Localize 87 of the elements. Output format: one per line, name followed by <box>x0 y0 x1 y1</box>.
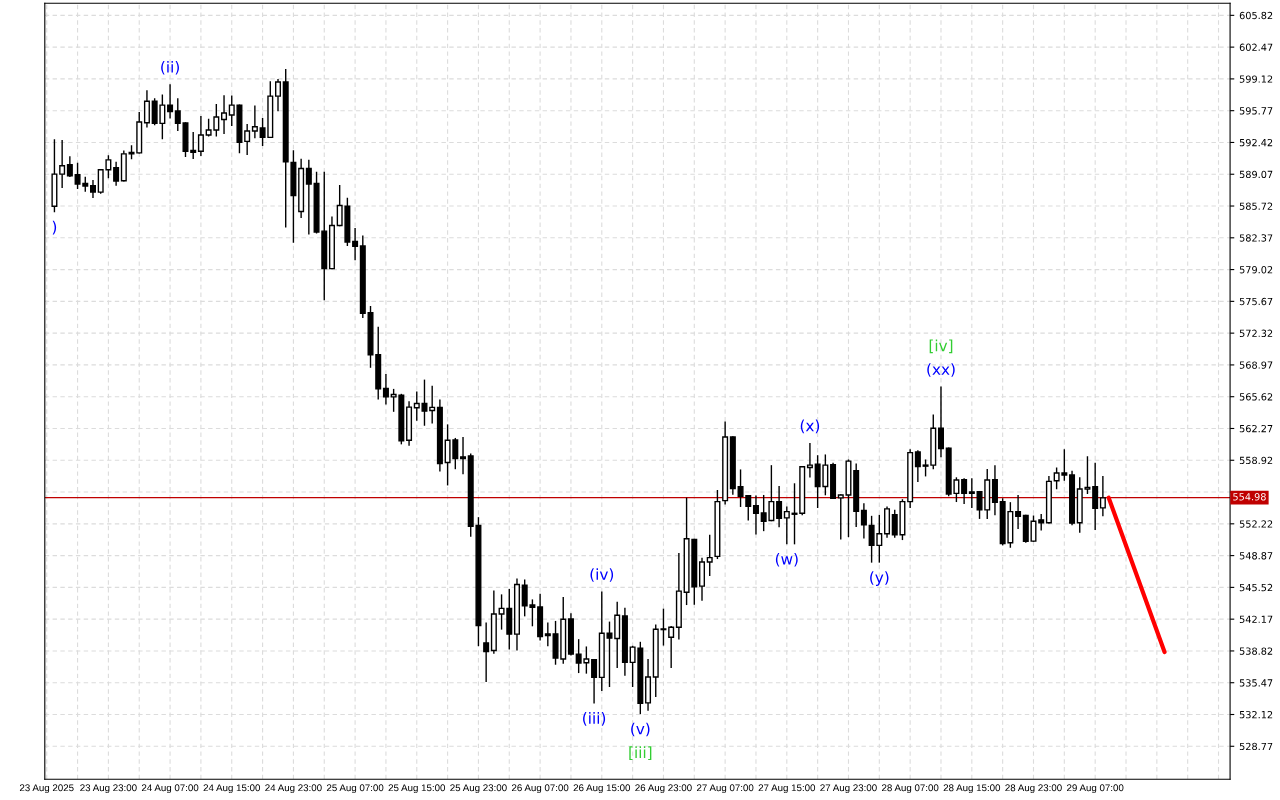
y-tick-label: 532.12 <box>1239 710 1273 719</box>
candlestick <box>167 84 174 119</box>
annotation: (v) <box>631 722 650 737</box>
annotation: (x) <box>800 419 820 434</box>
candlestick <box>991 465 998 516</box>
candlestick <box>937 386 944 458</box>
candlestick <box>251 105 258 139</box>
y-tick-label: 552.22 <box>1239 520 1273 528</box>
annotation: (ii) <box>161 60 179 75</box>
y-tick-label: 545.52 <box>1239 583 1273 592</box>
candlestick <box>305 159 312 235</box>
candlestick <box>221 95 228 135</box>
y-tick-label: 565.62 <box>1239 393 1273 401</box>
ref-line-label: 554.98 <box>1233 493 1266 501</box>
x-tick-label: 26 Aug 23:00 <box>635 784 692 794</box>
y-tick-label: 595.77 <box>1239 107 1273 115</box>
annotation: (iii) <box>583 712 606 726</box>
candlestick <box>244 124 251 155</box>
annotation: (y) <box>870 571 889 587</box>
x-tick-label: 27 Aug 23:00 <box>820 784 877 794</box>
candlestick <box>483 622 490 682</box>
x-tick-label: 29 Aug 07:00 <box>1067 784 1124 794</box>
x-tick-label: 26 Aug 15:00 <box>573 784 631 794</box>
y-tick-label: 605.82 <box>1239 11 1273 20</box>
candlestick <box>783 506 790 545</box>
candlestick <box>668 625 675 669</box>
x-tick-label: 28 Aug 15:00 <box>943 784 1001 794</box>
y-tick-label: 528.77 <box>1239 742 1273 751</box>
candlestick <box>460 436 467 475</box>
candlestick <box>190 131 197 159</box>
candlestick <box>143 90 150 128</box>
candlestick <box>544 622 551 647</box>
y-tick-label: 602.47 <box>1239 43 1273 51</box>
candlestick <box>113 161 120 186</box>
annotation: [iii] <box>629 746 652 760</box>
candlestick <box>197 116 204 156</box>
y-tick-label: 582.37 <box>1239 234 1273 242</box>
y-tick-label: 599.12 <box>1239 75 1273 83</box>
candlestick <box>706 534 713 576</box>
y-tick-label: 579.02 <box>1239 266 1273 274</box>
candlestick <box>1099 476 1106 517</box>
x-tick-label: 27 Aug 07:00 <box>696 784 754 794</box>
annotation: (w) <box>775 552 798 567</box>
x-tick-label: 24 Aug 15:00 <box>203 784 261 794</box>
x-tick-label: 25 Aug 23:00 <box>450 784 507 794</box>
candlestick <box>382 373 389 405</box>
candlestick <box>352 228 359 261</box>
candlestick <box>961 478 968 505</box>
x-tick-label: 25 Aug 07:00 <box>326 784 384 794</box>
y-tick-label: 568.97 <box>1239 361 1273 369</box>
annotation: [iv] <box>929 339 953 354</box>
candlestick <box>806 442 813 478</box>
y-tick-label: 589.07 <box>1239 170 1273 179</box>
x-tick-label: 24 Aug 23:00 <box>265 784 322 794</box>
candlestick <box>429 385 436 424</box>
candlestick <box>914 450 921 483</box>
y-tick-label: 542.17 <box>1239 615 1273 623</box>
candlestick <box>1015 494 1022 529</box>
x-tick-label: 28 Aug 23:00 <box>1005 784 1062 794</box>
x-tick-label: 28 Aug 07:00 <box>881 784 939 794</box>
x-tick-label: 23 Aug 23:00 <box>80 784 137 794</box>
y-tick-label: 535.47 <box>1239 679 1273 687</box>
y-tick-label: 572.32 <box>1239 329 1273 337</box>
candlestick <box>752 495 759 535</box>
y-tick-label: 538.82 <box>1239 647 1273 655</box>
candlestick <box>274 78 282 112</box>
candlestick <box>591 659 598 704</box>
annotation: (xx) <box>927 363 955 377</box>
candlestick <box>1092 462 1099 531</box>
candlestick <box>776 486 783 528</box>
x-tick-label: 25 Aug 15:00 <box>388 784 446 794</box>
x-tick-label: 27 Aug 15:00 <box>758 784 816 794</box>
y-tick-label: 585.72 <box>1239 202 1273 210</box>
x-tick-label: 26 Aug 07:00 <box>511 784 569 794</box>
annotation: (iv) <box>590 568 614 582</box>
y-tick-label: 558.92 <box>1239 456 1273 465</box>
y-tick-label: 562.27 <box>1239 424 1273 433</box>
candlestick <box>66 156 73 178</box>
x-tick-label: 23 Aug 2025 <box>19 784 74 794</box>
candlestick <box>59 139 66 189</box>
y-tick-label: 548.87 <box>1239 552 1273 560</box>
x-tick-label: 24 Aug 07:00 <box>141 784 199 794</box>
annotation: ) <box>52 220 57 235</box>
candlestick <box>860 503 867 539</box>
y-tick-label: 575.67 <box>1239 297 1273 306</box>
y-tick-label: 592.42 <box>1239 138 1273 147</box>
candlestick <box>968 478 975 509</box>
